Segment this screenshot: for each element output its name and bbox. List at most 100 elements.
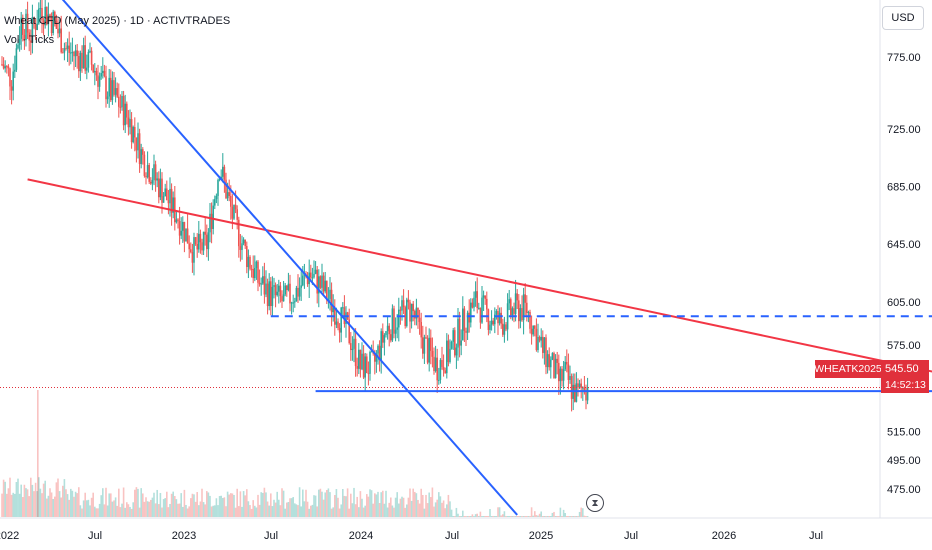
volume-bar bbox=[287, 502, 290, 517]
candle-body bbox=[556, 358, 558, 363]
candle-body bbox=[15, 48, 18, 70]
volume-bar bbox=[105, 487, 107, 517]
candle-body bbox=[63, 48, 66, 53]
volume-bar bbox=[209, 495, 211, 517]
candle-body bbox=[97, 75, 99, 87]
volume-bar bbox=[294, 503, 296, 517]
candle-body bbox=[422, 337, 424, 354]
volume-bar bbox=[126, 502, 128, 517]
bar-countdown-tag: 14:52:13 bbox=[881, 377, 929, 393]
candle-body bbox=[154, 164, 157, 181]
volume-bar bbox=[535, 515, 538, 517]
volume-bar bbox=[378, 503, 381, 517]
volume-bar bbox=[60, 497, 62, 517]
x-tick-label: 2024 bbox=[349, 530, 373, 542]
volume-bar bbox=[174, 496, 176, 517]
volume-bar bbox=[482, 516, 485, 517]
volume-bar bbox=[182, 506, 184, 517]
volume-bar bbox=[414, 491, 416, 517]
volume-bar bbox=[103, 504, 106, 517]
volume-bar bbox=[556, 516, 558, 517]
candle-body bbox=[94, 70, 96, 73]
volume-bar bbox=[231, 493, 234, 517]
volume-bar bbox=[553, 511, 555, 517]
volume-bar bbox=[454, 516, 456, 517]
currency-button[interactable]: USD bbox=[882, 6, 924, 30]
volume-bar bbox=[538, 513, 541, 517]
volume-bar bbox=[297, 505, 299, 517]
candle-body bbox=[71, 51, 74, 53]
candle-body bbox=[473, 297, 475, 308]
volume-bar bbox=[521, 516, 523, 517]
volume-bar bbox=[345, 496, 347, 517]
volume-bar bbox=[30, 477, 32, 517]
volume-bar bbox=[246, 489, 248, 517]
candle-body bbox=[540, 336, 542, 341]
volume-bar bbox=[543, 516, 546, 517]
trendline-blue-solid[interactable] bbox=[44, 0, 518, 516]
volume-bar bbox=[164, 498, 166, 517]
volume-bar bbox=[129, 506, 131, 517]
candle-body bbox=[401, 300, 403, 311]
volume-bar bbox=[41, 493, 43, 517]
volume-bar bbox=[332, 507, 334, 517]
symbol-price-tag: WHEATK2025 bbox=[814, 360, 882, 378]
volume-bar bbox=[116, 505, 118, 517]
candle-body bbox=[282, 294, 285, 302]
candle-body bbox=[412, 303, 414, 312]
candle-body bbox=[391, 308, 394, 341]
candle-body bbox=[450, 341, 453, 349]
volume-bar bbox=[106, 505, 109, 517]
candle-body bbox=[332, 307, 334, 313]
volume-bar bbox=[204, 504, 206, 517]
candle-body bbox=[273, 285, 275, 287]
candle-body bbox=[28, 32, 30, 41]
volume-bar bbox=[417, 499, 419, 517]
candle-body bbox=[66, 45, 69, 49]
candle-body bbox=[490, 320, 493, 325]
candle-body bbox=[46, 6, 48, 25]
volume-bar bbox=[142, 493, 144, 517]
volume-bar bbox=[254, 505, 256, 517]
volume-bar bbox=[223, 497, 226, 517]
candle-body bbox=[210, 213, 213, 229]
hourglass-icon[interactable]: ⧗ bbox=[586, 494, 604, 512]
candle-body bbox=[374, 353, 376, 362]
candle-body bbox=[199, 233, 202, 243]
volume-bar bbox=[244, 495, 246, 517]
volume-bar bbox=[570, 516, 573, 517]
volume-bar bbox=[230, 493, 232, 517]
candle-body bbox=[348, 319, 350, 344]
volume-bar bbox=[63, 479, 66, 517]
volume-bar bbox=[530, 507, 533, 517]
candle-body bbox=[306, 277, 309, 285]
candle-body bbox=[324, 280, 326, 292]
volume-bar bbox=[81, 508, 83, 517]
candle-body bbox=[1, 64, 3, 66]
candle-body bbox=[564, 361, 566, 370]
candle-body bbox=[118, 96, 120, 107]
candle-body bbox=[562, 369, 565, 381]
trendline-red-solid[interactable] bbox=[27, 178, 932, 385]
candle-body bbox=[20, 17, 22, 39]
candle-body bbox=[214, 199, 216, 206]
volume-bar bbox=[545, 516, 547, 517]
volume-bar bbox=[330, 508, 333, 517]
volume-bar bbox=[242, 491, 245, 517]
volume-bar bbox=[156, 489, 158, 517]
candle-body bbox=[209, 213, 211, 233]
volume-bar bbox=[262, 492, 264, 517]
candle-body bbox=[578, 383, 581, 388]
y-tick-label: 645.00 bbox=[887, 239, 921, 251]
volume-bar bbox=[326, 489, 328, 517]
candle-body bbox=[546, 354, 549, 368]
candle-body bbox=[500, 312, 502, 324]
candle-body bbox=[382, 331, 384, 343]
candle-body bbox=[393, 308, 395, 334]
candle-body bbox=[551, 353, 554, 360]
volume-bar bbox=[278, 499, 280, 517]
candle-body bbox=[457, 318, 459, 348]
volume-bar bbox=[206, 491, 208, 517]
